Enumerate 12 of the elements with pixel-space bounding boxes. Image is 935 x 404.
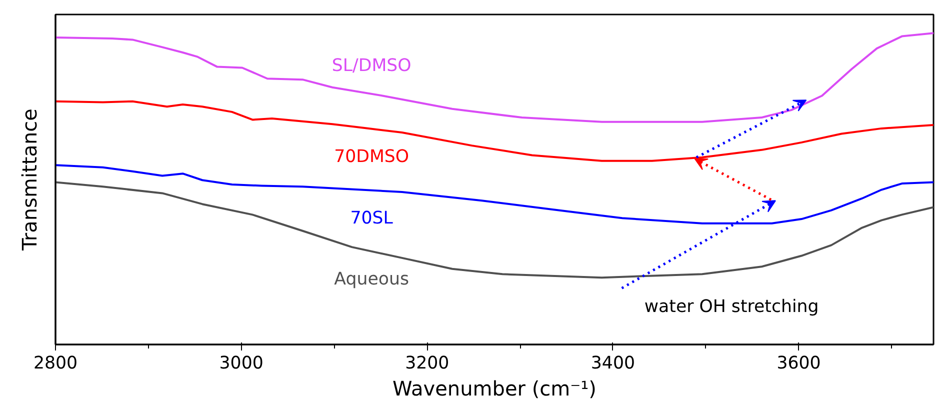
y-axis-title: Transmittance [18, 108, 42, 252]
series-label: 70SL [350, 208, 394, 228]
x-tick-label: 3600 [776, 354, 821, 374]
x-axis-title: Wavenumber (cm⁻¹) [392, 376, 596, 400]
x-tick-label: 3400 [590, 354, 636, 374]
series-label: SL/DMSO [332, 56, 412, 76]
x-tick-label: 2800 [33, 354, 78, 374]
series-label: Aqueous [334, 269, 409, 290]
x-tick-label: 3000 [219, 354, 264, 374]
x-tick-label: 3200 [405, 354, 450, 374]
series-label: 70DMSO [334, 146, 410, 167]
annotation: water OH stretching [644, 297, 819, 318]
